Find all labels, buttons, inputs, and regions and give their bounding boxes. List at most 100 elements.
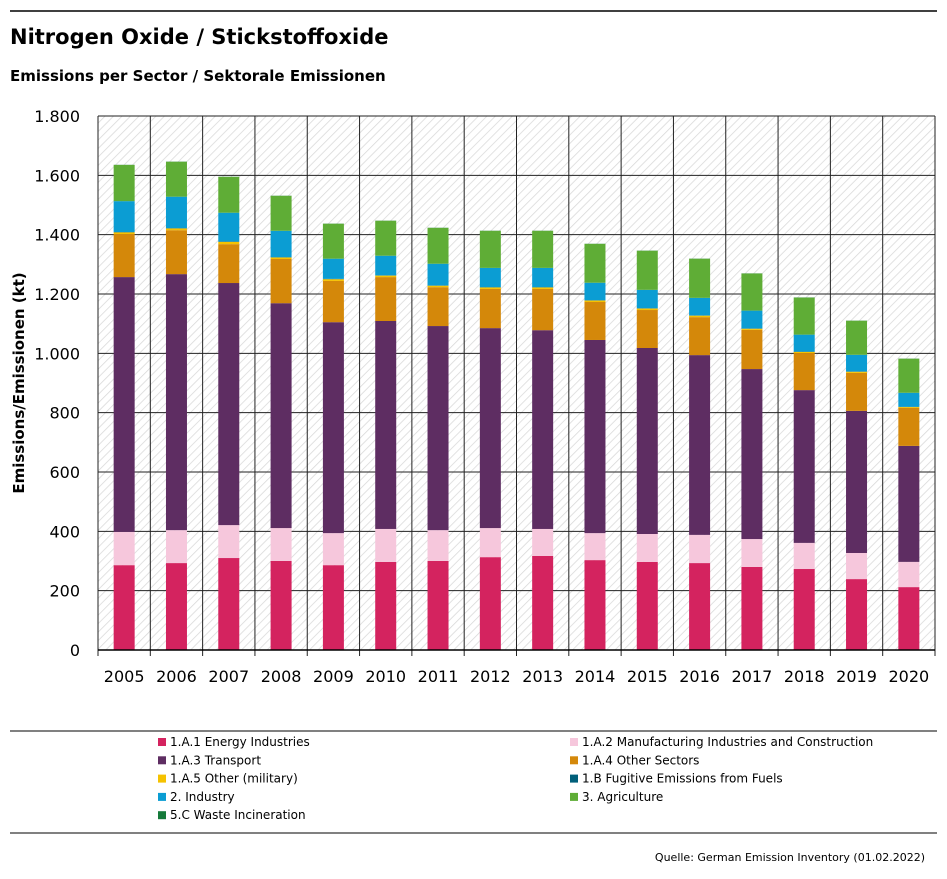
x-tick-label: 2010 bbox=[365, 667, 406, 686]
y-tick-label: 600 bbox=[49, 463, 80, 482]
legend-label: 1.A.5 Other (military) bbox=[170, 772, 298, 786]
bar-segment bbox=[323, 259, 344, 279]
bar-segment bbox=[218, 213, 239, 242]
legend-label: 5.C Waste Incineration bbox=[170, 808, 306, 822]
bar-segment bbox=[898, 446, 919, 562]
bar-segment bbox=[637, 562, 658, 650]
legend-label: 1.A.3 Transport bbox=[170, 753, 261, 767]
y-tick-label: 800 bbox=[49, 404, 80, 423]
bar-segment bbox=[794, 569, 815, 650]
bar-segment bbox=[637, 310, 658, 348]
bar-segment bbox=[271, 561, 292, 650]
bar-segment bbox=[480, 528, 501, 557]
bar-segment bbox=[428, 287, 449, 326]
bar-segment bbox=[166, 274, 187, 530]
y-tick-label: 1.400 bbox=[34, 226, 80, 245]
bar-segment bbox=[323, 281, 344, 322]
bar-segment bbox=[480, 287, 501, 288]
bar-segment bbox=[794, 352, 815, 353]
bar-segment bbox=[532, 529, 553, 556]
x-tick-label: 2013 bbox=[522, 667, 563, 686]
bar-segment bbox=[741, 369, 762, 539]
bar-segment bbox=[375, 276, 396, 277]
bar-segment bbox=[166, 197, 187, 228]
bar-segment bbox=[218, 525, 239, 558]
bar-segment bbox=[428, 561, 449, 650]
bar-segment bbox=[584, 560, 605, 650]
bar-segment bbox=[166, 530, 187, 563]
chart-title: Nitrogen Oxide / Stickstoffoxide bbox=[10, 25, 389, 49]
bar-segment bbox=[637, 251, 658, 290]
bar-segment bbox=[271, 528, 292, 561]
y-tick-label: 1.800 bbox=[34, 107, 80, 126]
x-tick-label: 2017 bbox=[732, 667, 773, 686]
bar-segment bbox=[166, 162, 187, 197]
bar-segment bbox=[584, 244, 605, 283]
bar-segment bbox=[114, 201, 135, 232]
bar-segment bbox=[794, 335, 815, 352]
bar-segment bbox=[114, 532, 135, 565]
chart-subtitle: Emissions per Sector / Sektorale Emissio… bbox=[10, 67, 386, 85]
bar-segment bbox=[689, 316, 710, 317]
legend-label: 2. Industry bbox=[170, 790, 235, 804]
bar-segment bbox=[428, 326, 449, 530]
bar-segment bbox=[584, 283, 605, 301]
legend-label: 1.A.1 Energy Industries bbox=[170, 735, 310, 749]
bar-segment bbox=[584, 301, 605, 302]
x-tick-label: 2007 bbox=[208, 667, 249, 686]
bar-segment bbox=[689, 355, 710, 535]
legend-swatch bbox=[570, 756, 578, 764]
x-tick-label: 2009 bbox=[313, 667, 354, 686]
legend-swatch bbox=[158, 811, 166, 819]
bar-segment bbox=[637, 534, 658, 562]
bar-segment bbox=[532, 287, 553, 288]
bar-segment bbox=[846, 579, 867, 650]
bar-segment bbox=[271, 231, 292, 257]
bar-segment bbox=[323, 322, 344, 533]
bar-segment bbox=[689, 563, 710, 650]
x-tick-label: 2018 bbox=[784, 667, 825, 686]
bar-segment bbox=[480, 289, 501, 328]
legend-swatch bbox=[158, 775, 166, 783]
bar-segment bbox=[584, 302, 605, 340]
bar-segment bbox=[741, 274, 762, 311]
bar-segment bbox=[794, 390, 815, 543]
bar-segment bbox=[166, 228, 187, 230]
bar-segment bbox=[898, 407, 919, 408]
bar-segment bbox=[532, 330, 553, 529]
y-tick-label: 400 bbox=[49, 522, 80, 541]
bar-segment bbox=[689, 259, 710, 298]
legend-swatch bbox=[158, 756, 166, 764]
bar-segment bbox=[323, 224, 344, 259]
y-tick-label: 1.200 bbox=[34, 285, 80, 304]
bar-segment bbox=[637, 309, 658, 310]
bar-segment bbox=[637, 290, 658, 308]
legend-label: 1.A.4 Other Sectors bbox=[582, 753, 699, 767]
bar-segment bbox=[114, 277, 135, 532]
y-axis-title: Emissions/Emissionen (kt) bbox=[10, 272, 28, 493]
y-tick-label: 200 bbox=[49, 582, 80, 601]
bar-segment bbox=[532, 268, 553, 287]
bar-segment bbox=[741, 330, 762, 369]
bar-segment bbox=[846, 321, 867, 355]
bar-segment bbox=[323, 533, 344, 565]
bar-segment bbox=[846, 355, 867, 372]
bar-segment bbox=[428, 228, 449, 264]
bar-segment bbox=[271, 196, 292, 231]
source-note: Quelle: German Emission Inventory (01.02… bbox=[655, 851, 925, 864]
bar-segment bbox=[637, 348, 658, 534]
bar-segment bbox=[428, 286, 449, 287]
x-tick-label: 2012 bbox=[470, 667, 511, 686]
y-tick-label: 1.600 bbox=[34, 166, 80, 185]
x-tick-label: 2005 bbox=[104, 667, 145, 686]
bar-segment bbox=[794, 298, 815, 335]
x-tick-label: 2008 bbox=[261, 667, 302, 686]
bar-segment bbox=[794, 353, 815, 390]
legend-label: 3. Agriculture bbox=[582, 790, 663, 804]
legend-label: 1.A.2 Manufacturing Industries and Const… bbox=[582, 735, 873, 749]
bar-segment bbox=[218, 558, 239, 650]
x-tick-label: 2019 bbox=[836, 667, 877, 686]
bar-segment bbox=[689, 317, 710, 355]
bar-segment bbox=[846, 411, 867, 553]
